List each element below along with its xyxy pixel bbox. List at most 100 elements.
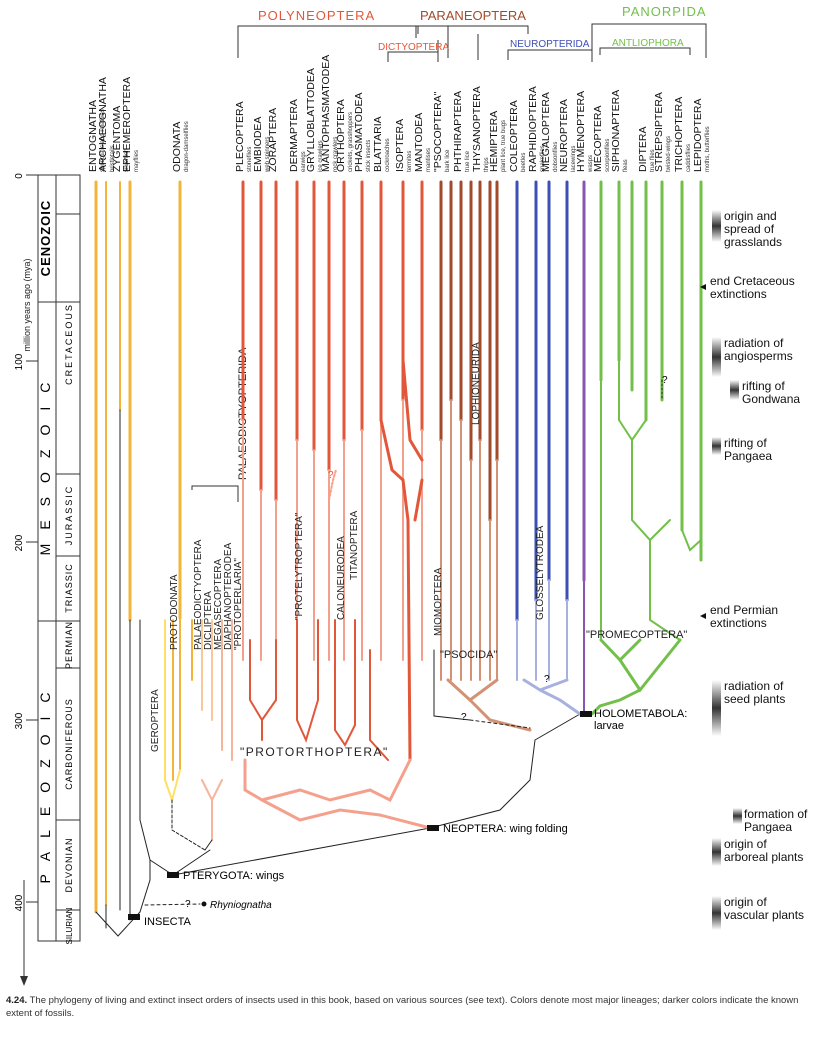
uncertain-mark: ? xyxy=(328,470,334,481)
taxon-common-name: rock crawlers xyxy=(333,137,339,172)
geologic-time-scale: million years ago (mya) 0 100 200 300 40… xyxy=(14,173,81,986)
node-holometabola: HOLOMETABOLA: xyxy=(594,708,687,720)
uncertain-mark: ? xyxy=(544,674,550,685)
event-label: origin of xyxy=(724,837,767,851)
event-bar xyxy=(730,380,739,400)
branch-line xyxy=(144,903,201,906)
taxon-label: ARCHAEOGNATHA bristletails xyxy=(97,77,116,172)
branch-line xyxy=(171,799,206,851)
event-bar xyxy=(712,838,721,866)
taxon-common-name: twisted-wings xyxy=(666,136,672,172)
group-paraneoptera: PARANEOPTERA xyxy=(420,8,526,23)
taxon-common-name: termites xyxy=(407,151,413,172)
taxon-label: COLEOPTERA beetles xyxy=(508,100,527,172)
event-label: seed plants xyxy=(724,692,785,706)
taxon-label: ZYGENTOMA silverfish xyxy=(111,106,130,172)
taxon-name: ZORAPTERA xyxy=(267,108,279,172)
taxon-name: "PSOCOPTERA" xyxy=(432,91,444,172)
axis-title: million years ago (mya) xyxy=(22,258,32,351)
taxon-label: TRICHOPTERA caddisflies xyxy=(673,97,692,172)
taxon-label: ORTHOPTERA crickets, grasshoppers xyxy=(335,99,354,172)
taxon-common-name: dragon-damselflies xyxy=(184,121,190,172)
taxon-common-name: true lice xyxy=(465,150,471,172)
taxon-name: EPHEMEROPTERA xyxy=(121,77,133,172)
taxon-common-name: ice crawlers xyxy=(318,140,324,172)
taxon-name: MECOPTERA xyxy=(592,105,604,172)
branch-line xyxy=(631,439,671,542)
taxon-name: NEUROPTERA xyxy=(558,99,570,172)
event-label: radiation of xyxy=(724,679,784,693)
tick-label: 200 xyxy=(14,534,25,551)
node-pterygota: PTERYGOTA: wings xyxy=(183,870,285,882)
taxon-name: ARCHAEOGNATHA xyxy=(97,77,109,172)
period-triassic: TRIASSIC xyxy=(64,563,74,613)
event-bar xyxy=(712,210,721,242)
taxon-label: "PSOCOPTERA" bark lice xyxy=(432,91,451,172)
taxon-label: MEGALOPTERA dobsonflies xyxy=(540,92,559,172)
figure-caption: 4.24. The phylogeny of living and extinc… xyxy=(6,994,821,1020)
group-brackets xyxy=(191,23,707,502)
phylogeny-diagram: million years ago (mya) 0 100 200 300 40… xyxy=(14,4,808,986)
taxon-common-name: beetles xyxy=(521,153,527,172)
branch-line xyxy=(401,358,424,462)
taxon-common-name: dobsonflies xyxy=(553,142,559,172)
event-bar xyxy=(712,337,721,377)
taxon-common-name: crickets, grasshoppers xyxy=(348,112,354,172)
branch-line xyxy=(538,688,582,716)
taxon-common-name: fleas xyxy=(623,159,629,172)
branch-line xyxy=(243,758,412,803)
taxon-label: RAPHIDIOPTERA snakeflies xyxy=(527,86,546,172)
event-bar xyxy=(712,680,721,736)
taxon-common-name: bristletails xyxy=(110,145,116,172)
taxon-common-name: true flies xyxy=(650,149,656,172)
taxon-name: ENTOGNATHA xyxy=(87,100,99,172)
caption-text: The phylogeny of living and extinct inse… xyxy=(6,995,799,1019)
era-paleozoic: PALEOZOIC xyxy=(37,678,53,883)
taxon-common-name: scorpionflies xyxy=(605,139,611,172)
taxon-name: PHASMATODEA xyxy=(353,92,365,172)
taxon-name: COLEOPTERA xyxy=(508,100,520,172)
taxon-common-name: cockroaches xyxy=(385,138,391,172)
taxon-label: DIPTERA true flies xyxy=(637,126,656,172)
taxon-common-name: snakeflies xyxy=(540,145,546,172)
taxon-common-name: lacewings xyxy=(571,146,577,172)
label-megasecoptera: MEGASECOPTERA xyxy=(213,559,224,650)
event-label: origin and xyxy=(724,209,777,223)
uncertain-mark: ? xyxy=(185,899,191,910)
taxon-name: ZYGENTOMA xyxy=(111,106,123,172)
branch-line xyxy=(429,713,581,829)
taxon-label: DERMAPTERA earwigs xyxy=(288,99,307,172)
event-label: radiation of xyxy=(724,336,784,350)
taxon-common-name: wasps xyxy=(588,155,594,173)
event-label: angiosperms xyxy=(724,349,793,363)
taxon-name: RAPHIDIOPTERA xyxy=(527,86,539,172)
node-holometabola-sub: larvae xyxy=(594,720,624,732)
event-label: extinctions xyxy=(710,287,767,301)
phylogeny-branches xyxy=(94,180,703,937)
period-silurian: SILURIAN xyxy=(65,907,74,944)
event-label: vascular plants xyxy=(724,908,804,922)
taxon-name: TRICHOPTERA xyxy=(673,97,685,172)
branch-line xyxy=(413,478,424,522)
branch-line xyxy=(649,539,681,641)
event-label: spread of xyxy=(724,222,775,236)
taxon-name: STREPSIPTERA xyxy=(653,92,665,172)
taxon-label: SIPHONAPTERA fleas xyxy=(610,90,629,172)
label-dicliptera: DICLIPTERA xyxy=(203,591,214,650)
branch-line xyxy=(249,639,277,722)
branch-line xyxy=(139,619,151,861)
taxon-common-name: moths, butterflies xyxy=(705,126,711,172)
taxon-name: ODONATA xyxy=(171,122,183,172)
taxon-name: MANTODEA xyxy=(413,113,425,172)
period-jurassic: JURASSIC xyxy=(64,485,74,546)
taxon-name: THYSANOPTERA xyxy=(471,86,483,172)
taxon-common-name: silverfish xyxy=(124,149,130,172)
event-label: arboreal plants xyxy=(724,850,803,864)
label-titanoptera: TITANOPTERA xyxy=(349,510,360,580)
